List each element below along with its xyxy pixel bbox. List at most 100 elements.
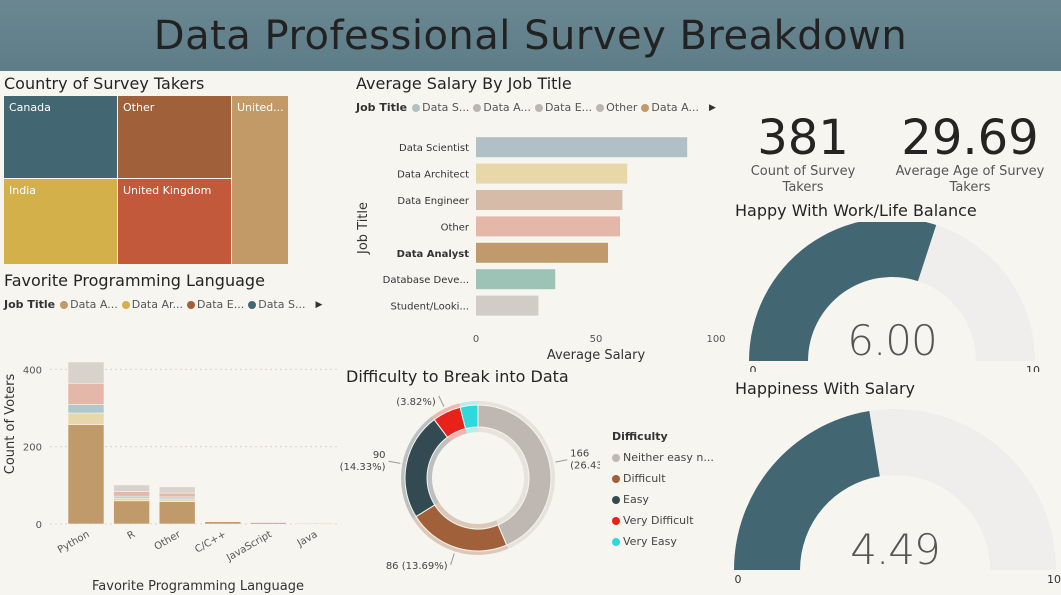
- legend-dot: [412, 103, 421, 112]
- count-kpi-value: 381: [757, 110, 849, 166]
- lang-bar-segment[interactable]: [204, 521, 242, 525]
- legend-text: Data E...: [544, 101, 593, 114]
- lang-bar-segment[interactable]: [158, 492, 196, 498]
- difficulty-donut-chart[interactable]: 166(26.43%) 86 (13.69%) 90(14.33%) 24(3.82%…: [340, 395, 600, 595]
- age-kpi-label-line1: Average Age of Survey: [895, 164, 1045, 179]
- difficulty-legend-item[interactable]: Easy: [612, 489, 714, 510]
- lang-bar-segment[interactable]: [158, 486, 196, 494]
- salary-bar[interactable]: [476, 137, 688, 158]
- legend-dot: [612, 516, 620, 525]
- legend-next-arrow-icon[interactable]: ▶: [708, 102, 716, 113]
- difficulty-chart-title: Difficulty to Break into Data: [346, 367, 569, 386]
- lang-x-tick-label: Other: [153, 529, 184, 553]
- difficulty-legend-item[interactable]: Very Difficult: [612, 510, 714, 531]
- salary-legend-item[interactable]: Other: [596, 101, 637, 114]
- lang-bar-segment[interactable]: [67, 412, 105, 425]
- count-kpi-card: 381 Count of Survey Takers: [742, 112, 864, 196]
- difficulty-legend-item[interactable]: Neither easy n...: [612, 447, 714, 468]
- salary-happiness-gauge[interactable]: 4.49 0 10: [725, 400, 1061, 590]
- salary-bar[interactable]: [476, 269, 556, 290]
- lang-y-tick-label: 200: [23, 443, 42, 454]
- salary-bar[interactable]: [476, 163, 628, 184]
- lang-bar-segment[interactable]: [113, 497, 150, 502]
- tile-united-states[interactable]: United...: [231, 95, 289, 265]
- salary-bar[interactable]: [476, 295, 539, 316]
- count-kpi-label-line1: Count of Survey: [750, 164, 856, 179]
- salary-chart-title: Average Salary By Job Title: [356, 74, 572, 93]
- legend-dot: [612, 495, 620, 504]
- salary-x-tick-label: 100: [706, 334, 725, 345]
- lang-bar-segment[interactable]: [158, 498, 196, 502]
- legend-dot: [612, 537, 620, 546]
- lang-bar-segment[interactable]: [67, 404, 105, 414]
- salary-legend: Job Title Data S... Data A... Data E... …: [356, 101, 716, 114]
- legend-text: Data S...: [258, 298, 306, 311]
- donut-data-label: 24: [423, 395, 436, 396]
- salary-bar[interactable]: [476, 216, 620, 237]
- legend-next-arrow-icon[interactable]: ▶: [315, 299, 323, 310]
- lang-bar-segment[interactable]: [113, 491, 150, 497]
- salary-legend-item[interactable]: Data S...: [412, 101, 469, 114]
- gauge-fill[interactable]: [749, 222, 937, 361]
- salary-legend-item[interactable]: Data E...: [534, 101, 593, 114]
- salary-category-label: Data Engineer: [397, 196, 469, 207]
- legend-text: Data A...: [651, 101, 699, 114]
- donut-slice[interactable]: [459, 404, 479, 430]
- difficulty-legend-item[interactable]: Difficult: [612, 468, 714, 489]
- lang-bar-segment[interactable]: [113, 500, 150, 525]
- language-legend-item[interactable]: Data S...: [248, 298, 305, 311]
- salary-legend-item[interactable]: Data A...: [473, 101, 531, 114]
- legend-text: Data E...: [197, 298, 245, 311]
- salary-category-label: Data Scientist: [399, 143, 469, 154]
- language-legend-item[interactable]: Data A...: [60, 298, 118, 311]
- salary-bar[interactable]: [476, 242, 608, 263]
- difficulty-legend: Difficulty Neither easy n... Difficult E…: [612, 430, 714, 552]
- legend-dot: [612, 453, 620, 462]
- legend-dot: [641, 103, 650, 112]
- salary-legend-item[interactable]: Data A...: [641, 101, 699, 114]
- legend-dot: [596, 103, 605, 112]
- lang-bar-segment[interactable]: [67, 382, 105, 405]
- gauge-max-label: 10: [1026, 364, 1040, 372]
- donut-slice[interactable]: [404, 418, 449, 518]
- legend-text: Data A...: [483, 101, 531, 114]
- salary-category-label: Other: [441, 222, 470, 233]
- language-legend-item[interactable]: Data E...: [187, 298, 244, 311]
- lang-bar-segment[interactable]: [67, 361, 105, 384]
- language-stacked-bar-chart[interactable]: 0 200 400 Python R Other C/C++JavaScript Java Fa…: [0, 340, 345, 595]
- tile-canada[interactable]: Canada: [3, 95, 118, 179]
- donut-data-label: 90: [373, 450, 386, 461]
- donut-data-label: (26.43%): [570, 461, 600, 472]
- tile-india[interactable]: India: [3, 178, 118, 265]
- salary-category-label: Student/Looki...: [391, 302, 469, 313]
- language-legend-item[interactable]: Data Ar...: [121, 298, 184, 311]
- worklife-gauge[interactable]: 6.00 0 10: [730, 222, 1060, 372]
- donut-leader-line: [388, 460, 401, 464]
- lang-bar-segment[interactable]: [67, 424, 105, 525]
- age-kpi-value: 29.69: [901, 110, 1039, 166]
- donut-slice[interactable]: [415, 504, 508, 552]
- donut-data-label: (14.33%): [340, 462, 386, 473]
- gauge-min-label: 0: [750, 364, 757, 372]
- gauge-fill[interactable]: [734, 411, 880, 570]
- legend-text: Very Difficult: [623, 514, 694, 527]
- gauge2-title: Happiness With Salary: [735, 379, 916, 398]
- lang-bar-segment[interactable]: [113, 484, 150, 492]
- donut-slice[interactable]: [477, 404, 552, 546]
- gauge1-title: Happy With Work/Life Balance: [735, 201, 977, 220]
- salary-x-tick-label: 50: [590, 334, 603, 345]
- legend-text: Data A...: [70, 298, 118, 311]
- tile-united-kingdom[interactable]: United Kingdom: [117, 178, 232, 265]
- lang-x-axis-label: Favorite Programming Language: [92, 579, 304, 594]
- salary-bar[interactable]: [476, 190, 623, 210]
- lang-bar-segment[interactable]: [158, 501, 196, 525]
- tile-other[interactable]: Other: [117, 95, 232, 179]
- donut-leader-line: [555, 459, 568, 463]
- legend-text: Data Ar...: [131, 298, 184, 311]
- difficulty-legend-item[interactable]: Very Easy: [612, 531, 714, 552]
- salary-bar-chart[interactable]: Data Scientist Data Architect Data Enginee…: [350, 120, 730, 365]
- salary-category-label: Database Deve...: [383, 275, 469, 286]
- lang-x-tick-label: Java: [295, 529, 320, 550]
- donut-data-label: (3.82%): [396, 397, 436, 408]
- language-legend-label: Job Title: [4, 298, 56, 311]
